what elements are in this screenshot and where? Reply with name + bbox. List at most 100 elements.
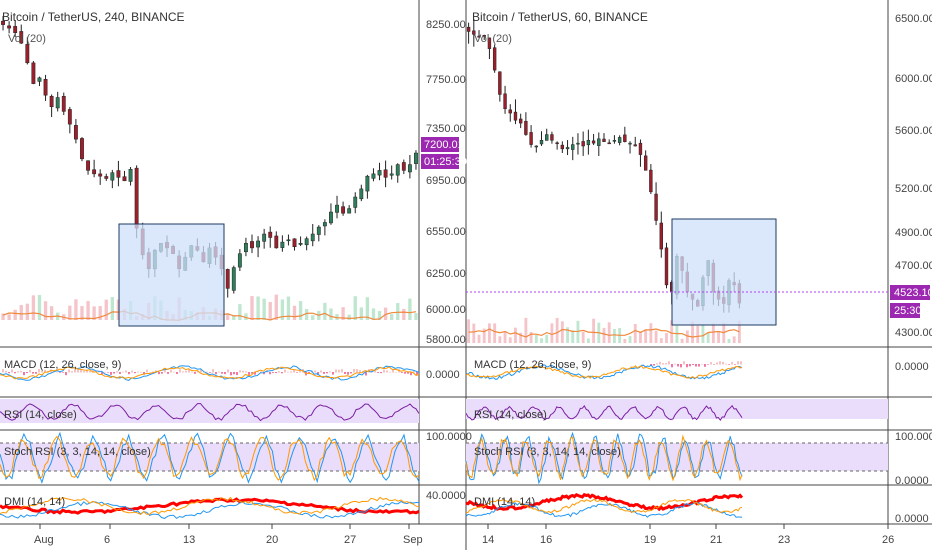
- left-time-axis[interactable]: Aug 6 13 20 27 Sep: [34, 534, 423, 546]
- left-volume-bar: [37, 294, 42, 320]
- right-volume-bar: [685, 330, 689, 343]
- left-macd-histogram-bar: [65, 372, 67, 376]
- right-candle-body: [534, 145, 538, 148]
- left-dmi-pane[interactable]: [0, 496, 420, 520]
- right-candle-body: [602, 138, 606, 142]
- left-macd-histogram-bar: [320, 370, 322, 373]
- right-rsi-pane[interactable]: [465, 404, 743, 421]
- left-candle-body: [43, 79, 48, 96]
- right-candle-body: [518, 118, 523, 124]
- right-price-label: 5200.00: [895, 183, 932, 195]
- right-candle-body: [607, 142, 611, 145]
- left-macd-histogram-bar: [71, 371, 73, 373]
- left-macd-histogram-bar: [68, 369, 70, 373]
- left-macd-histogram-bar: [194, 372, 196, 374]
- right-time-axis[interactable]: 14 16 19 21 23 26: [482, 534, 894, 546]
- left-candle-body: [110, 172, 115, 181]
- right-volume-bar: [488, 323, 491, 343]
- left-macd-histogram-bar: [230, 372, 232, 376]
- right-dmi-label: DMI (14, 14): [474, 496, 535, 508]
- right-macd-histogram-bar: [707, 364, 709, 365]
- right-macd-histogram-bar: [701, 363, 703, 365]
- right-volume-bar: [732, 336, 736, 343]
- right-macd-histogram-bar: [680, 364, 682, 368]
- right-macd-histogram-bar: [722, 361, 724, 365]
- left-volume-bar: [104, 299, 108, 320]
- left-macd-histogram-bar: [146, 369, 148, 373]
- left-stoch-d-line: [0, 435, 420, 482]
- right-volume-bar: [644, 329, 648, 343]
- left-volume-bar: [311, 315, 315, 320]
- left-candle-body: [371, 173, 376, 179]
- left-macd-histogram-bar: [158, 372, 160, 375]
- left-candle-body: [262, 233, 267, 242]
- left-macd-histogram-bar: [392, 369, 394, 373]
- left-volume-bar: [365, 297, 370, 320]
- right-rsi-label: RSI (14, close): [474, 409, 547, 421]
- right-candle-body: [654, 193, 658, 221]
- left-macd-histogram-bar: [371, 369, 373, 373]
- left-time-label: Sep: [403, 534, 423, 546]
- left-macd-histogram-bar: [206, 371, 208, 373]
- left-candle-body: [401, 162, 406, 171]
- left-macd-histogram-bar: [221, 372, 223, 374]
- right-candle-body: [508, 109, 512, 114]
- right-candle-body: [571, 144, 575, 150]
- right-volume-bar: [472, 323, 476, 343]
- left-rsi-line: [0, 403, 420, 422]
- left-macd-histogram-bar: [191, 371, 193, 373]
- left-candle-body: [298, 243, 303, 245]
- right-volume-bar: [607, 322, 611, 343]
- left-macd-histogram-bar: [119, 372, 121, 374]
- right-volume-bar: [670, 320, 674, 343]
- left-macd-histogram-bar: [359, 370, 361, 373]
- left-highlight-box[interactable]: [118, 223, 225, 327]
- right-macd-histogram-bar: [668, 361, 670, 365]
- left-candle-body: [7, 25, 12, 29]
- left-volume-bar: [377, 310, 382, 320]
- right-volume-bar: [628, 336, 632, 343]
- right-volume-bar: [706, 332, 710, 343]
- left-candle-body: [414, 152, 418, 164]
- left-candle-body: [268, 231, 273, 238]
- left-volume-bar: [298, 301, 303, 320]
- right-macd-histogram-bar: [725, 363, 727, 365]
- left-volume-bar: [238, 304, 242, 320]
- left-macd-histogram-bar: [341, 369, 343, 373]
- left-volume-bar: [7, 314, 11, 320]
- left-macd-histogram-bar: [164, 370, 166, 373]
- left-macd-pane[interactable]: [0, 365, 420, 381]
- left-macd-histogram-bar: [188, 369, 190, 373]
- left-stoch-label: Stoch RSI (3, 3, 14, 14, close): [4, 446, 151, 458]
- left-macd-histogram-bar: [128, 372, 130, 375]
- left-candle-body: [237, 253, 242, 268]
- left-price-label: 6250.00: [426, 268, 466, 280]
- left-macd-histogram-bar: [107, 372, 109, 373]
- left-macd-histogram-bar: [254, 372, 256, 375]
- right-macd-pane[interactable]: [465, 361, 743, 380]
- left-rsi-pane[interactable]: [0, 403, 420, 422]
- left-stoch-axis: 100.0000: [426, 431, 472, 443]
- right-dmi-pane[interactable]: [465, 492, 744, 518]
- left-volume-bar: [347, 314, 351, 320]
- right-stoch-pane[interactable]: [465, 431, 888, 485]
- left-volume-bar: [80, 306, 84, 320]
- right-candle-body: [524, 120, 528, 135]
- left-price-label: 6000.00: [426, 304, 466, 316]
- left-macd-histogram-bar: [269, 372, 271, 375]
- right-highlight-box[interactable]: [671, 218, 777, 326]
- right-price-label: 4700.00: [895, 260, 932, 272]
- right-candle-body: [529, 132, 533, 145]
- left-volume-bar: [359, 307, 363, 320]
- left-candle-body: [19, 31, 24, 44]
- left-volume-bar: [25, 303, 29, 320]
- right-volume-bar: [493, 323, 497, 343]
- left-volume-bar: [292, 305, 297, 320]
- right-countdown-tag: [890, 303, 920, 318]
- right-price-label: 6500.00: [895, 13, 932, 25]
- left-stoch-pane[interactable]: [0, 431, 420, 485]
- left-dmi-adx-line: [0, 497, 420, 515]
- right-candle-body: [550, 134, 554, 141]
- left-volume-bar: [329, 308, 333, 320]
